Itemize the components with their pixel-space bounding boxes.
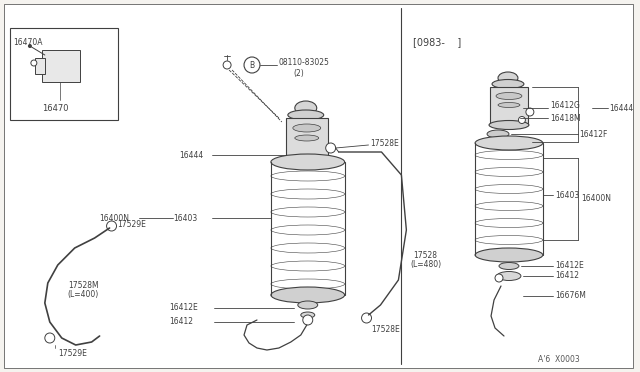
Circle shape (45, 333, 55, 343)
Ellipse shape (271, 154, 344, 170)
Text: B: B (250, 61, 255, 70)
Text: 08110-83025: 08110-83025 (279, 58, 330, 67)
Circle shape (518, 116, 525, 124)
Bar (286, 118, 328, 160)
Ellipse shape (475, 136, 543, 150)
Circle shape (28, 45, 31, 48)
Circle shape (107, 221, 116, 231)
Ellipse shape (487, 130, 509, 138)
Ellipse shape (498, 103, 520, 108)
Text: 16403: 16403 (173, 214, 198, 222)
Text: 16412E: 16412E (170, 304, 198, 312)
Circle shape (362, 313, 371, 323)
Ellipse shape (285, 155, 329, 165)
Circle shape (326, 143, 335, 153)
Circle shape (495, 274, 503, 282)
Circle shape (223, 61, 231, 69)
Text: 17529E: 17529E (118, 219, 147, 228)
Text: 16470A: 16470A (13, 38, 42, 46)
Ellipse shape (475, 248, 543, 262)
Text: 17528M: 17528M (68, 280, 99, 289)
Text: [0983-    ]: [0983- ] (413, 37, 461, 47)
Text: A'6  X0003: A'6 X0003 (538, 356, 580, 365)
Text: 17528: 17528 (413, 250, 437, 260)
Text: 16400N: 16400N (100, 214, 130, 222)
Circle shape (244, 57, 260, 73)
Ellipse shape (301, 312, 315, 318)
Text: 16418M: 16418M (550, 113, 580, 122)
Text: 16412: 16412 (170, 317, 193, 327)
Bar (35, 58, 45, 74)
Text: 16412F: 16412F (580, 129, 608, 138)
Ellipse shape (498, 72, 518, 84)
Text: (2): (2) (294, 68, 305, 77)
Text: 16403: 16403 (555, 190, 579, 199)
Ellipse shape (271, 287, 344, 303)
Text: 17528E: 17528E (371, 138, 399, 148)
Text: 16400N: 16400N (582, 193, 612, 202)
Ellipse shape (489, 121, 529, 129)
Text: 16412: 16412 (555, 272, 579, 280)
Text: (L=480): (L=480) (410, 260, 442, 269)
Ellipse shape (293, 124, 321, 132)
Ellipse shape (496, 93, 522, 99)
Text: 16444: 16444 (179, 151, 204, 160)
Text: 17528E: 17528E (371, 326, 400, 334)
Text: 16412E: 16412E (555, 262, 584, 270)
Bar (490, 87, 528, 125)
Ellipse shape (295, 135, 319, 141)
Ellipse shape (295, 101, 317, 115)
Bar (10, 28, 118, 120)
Circle shape (31, 60, 37, 66)
Ellipse shape (298, 301, 317, 309)
Circle shape (526, 108, 534, 116)
Text: 16470: 16470 (42, 103, 68, 112)
Ellipse shape (492, 80, 524, 89)
Text: 16444: 16444 (609, 103, 634, 112)
Text: 17529E: 17529E (58, 350, 86, 359)
Text: 16412G: 16412G (550, 100, 580, 109)
Ellipse shape (288, 110, 324, 120)
Circle shape (303, 315, 313, 325)
Text: 16676M: 16676M (555, 292, 586, 301)
Ellipse shape (497, 272, 521, 280)
Text: (L=400): (L=400) (68, 291, 99, 299)
Ellipse shape (499, 263, 519, 269)
Bar (42, 50, 80, 82)
